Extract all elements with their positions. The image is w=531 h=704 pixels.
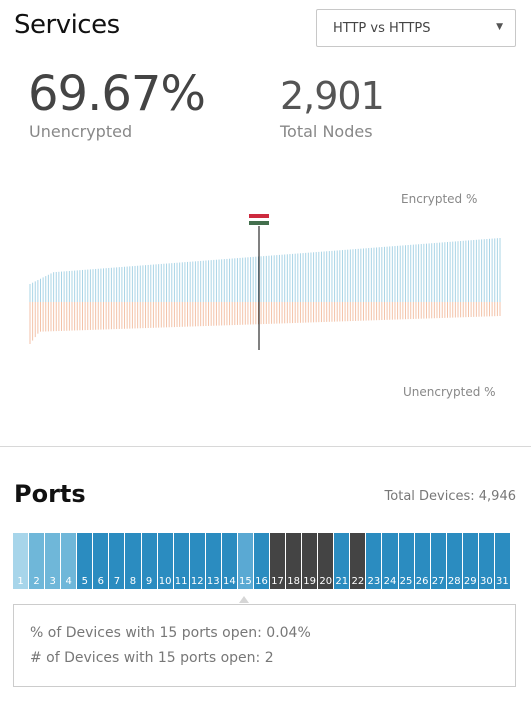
- port-cell-16[interactable]: 16: [253, 533, 269, 589]
- port-cell-4[interactable]: 4: [61, 533, 77, 589]
- port-cell-label: 13: [206, 576, 220, 587]
- section-divider: [0, 446, 531, 447]
- service-type-dropdown[interactable]: HTTP vs HTTPS ▼: [316, 9, 516, 47]
- port-cell-17[interactable]: 17: [270, 533, 286, 589]
- port-cell-label: 7: [113, 576, 121, 587]
- port-cell-12[interactable]: 12: [189, 533, 205, 589]
- port-cell-9[interactable]: 9: [141, 533, 157, 589]
- port-cell-25[interactable]: 25: [398, 533, 414, 589]
- port-cell-19[interactable]: 19: [302, 533, 318, 589]
- port-cell-31[interactable]: 31: [494, 533, 510, 589]
- port-cell-label: 1: [17, 576, 24, 587]
- port-cell-28[interactable]: 28: [446, 533, 462, 589]
- port-cell-label: 10: [158, 576, 172, 587]
- port-cell-label: 15: [239, 576, 252, 587]
- port-cell-30[interactable]: 30: [478, 533, 494, 589]
- port-cell-label: 16: [255, 576, 268, 587]
- port-cell-label: 9: [145, 576, 153, 587]
- port-cell-14[interactable]: 14: [221, 533, 237, 589]
- port-cell-11[interactable]: 11: [173, 533, 189, 589]
- port-cell-20[interactable]: 20: [318, 533, 334, 589]
- port-cell-22[interactable]: 22: [350, 533, 366, 589]
- unencrypted-percentage: 69.67%: [28, 66, 206, 122]
- port-cell-label: 31: [496, 576, 509, 587]
- port-cell-label: 2: [33, 576, 40, 587]
- port-cell-15[interactable]: 15: [237, 533, 253, 589]
- port-cell-label: 28: [447, 576, 461, 587]
- flag-stripe-middle: [249, 217, 269, 222]
- country-flag-icon: [249, 214, 269, 225]
- port-cell-label: 6: [97, 576, 105, 587]
- port-cell-8[interactable]: 8: [125, 533, 141, 589]
- total-nodes-value: 2,901: [280, 74, 385, 118]
- port-cell-27[interactable]: 27: [430, 533, 446, 589]
- unencrypted-axis-label: Unencrypted %: [403, 385, 496, 399]
- port-cell-label: 21: [335, 576, 349, 587]
- caret-down-icon: ▼: [496, 22, 503, 32]
- port-cell-13[interactable]: 13: [205, 533, 221, 589]
- port-cell-label: 25: [399, 576, 413, 587]
- port-cell-29[interactable]: 29: [462, 533, 478, 589]
- port-cell-6[interactable]: 6: [93, 533, 109, 589]
- port-cell-1[interactable]: 1: [13, 533, 29, 589]
- port-cell-18[interactable]: 18: [286, 533, 302, 589]
- port-cell-label: 8: [129, 576, 137, 587]
- port-cell-label: 5: [81, 576, 88, 587]
- port-cell-label: 4: [65, 576, 72, 587]
- port-cell-label: 23: [367, 576, 381, 587]
- port-cell-label: 20: [319, 576, 333, 587]
- port-cell-10[interactable]: 10: [157, 533, 173, 589]
- port-cell-23[interactable]: 23: [366, 533, 382, 589]
- encrypted-axis-label: Encrypted %: [401, 192, 478, 206]
- port-cell-label: 19: [303, 576, 317, 587]
- ports-title: Ports: [14, 480, 86, 508]
- port-cell-label: 3: [49, 576, 56, 587]
- port-cell-label: 11: [174, 576, 188, 587]
- port-cell-label: 30: [479, 576, 493, 587]
- dropdown-selected-value: HTTP vs HTTPS: [333, 21, 431, 36]
- selected-port-pointer: [239, 596, 249, 603]
- port-cell-21[interactable]: 21: [334, 533, 350, 589]
- port-grid: 1 2 3 4 5 6 7 8 9 10 11 12 13 14 15 16 17 18 19 20 21 22 23 24 2…: [13, 533, 510, 589]
- total-nodes-label: Total Nodes: [280, 122, 373, 141]
- port-cell-26[interactable]: 26: [414, 533, 430, 589]
- port-cell-label: 24: [383, 576, 397, 587]
- port-cell-2[interactable]: 2: [29, 533, 45, 589]
- total-devices: Total Devices: 4,946: [384, 489, 516, 504]
- port-cell-label: 27: [431, 576, 445, 587]
- port-count-info: # of Devices with 15 ports open: 2: [30, 650, 274, 666]
- services-title: Services: [14, 10, 120, 40]
- port-percent-info: % of Devices with 15 ports open: 0.04%: [30, 625, 311, 641]
- port-cell-label: 29: [463, 576, 477, 587]
- port-cell-3[interactable]: 3: [45, 533, 61, 589]
- port-cell-24[interactable]: 24: [382, 533, 398, 589]
- port-cell-7[interactable]: 7: [109, 533, 125, 589]
- port-cell-label: 22: [351, 576, 365, 587]
- port-cell-5[interactable]: 5: [77, 533, 93, 589]
- port-cell-label: 18: [287, 576, 300, 587]
- port-cell-label: 17: [271, 576, 284, 587]
- port-cell-label: 12: [190, 576, 204, 587]
- port-info-box: % of Devices with 15 ports open: 0.04% #…: [13, 604, 516, 687]
- port-cell-label: 14: [222, 576, 236, 587]
- unencrypted-label: Unencrypted: [29, 122, 133, 141]
- flag-stripe-top: [249, 214, 269, 218]
- port-cell-label: 26: [415, 576, 429, 587]
- flag-stripe-bottom: [249, 221, 269, 225]
